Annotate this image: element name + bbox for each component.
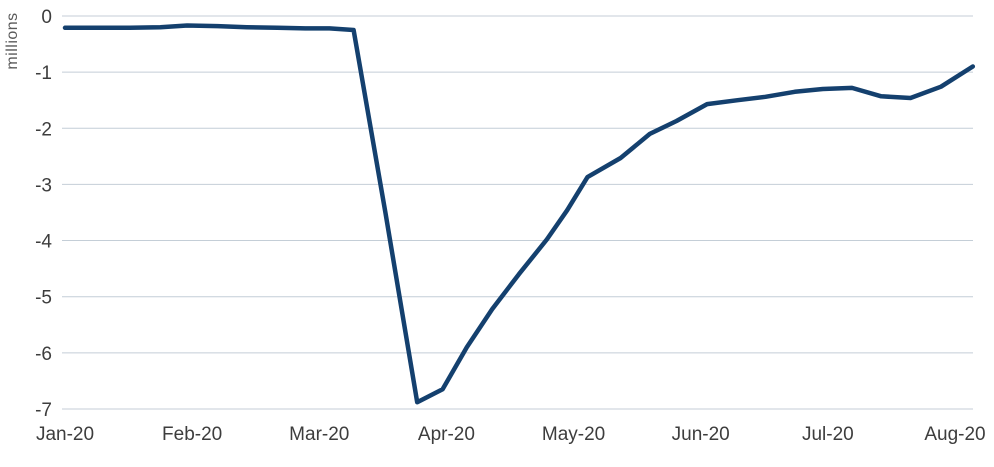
y-tick-label: -1: [35, 63, 52, 84]
x-tick-label: Jul-20: [802, 424, 854, 445]
y-tick-label: -3: [35, 175, 52, 196]
x-tick-label: Mar-20: [289, 424, 349, 445]
y-axis-title: millions: [4, 12, 21, 69]
y-tick-label: -2: [35, 119, 52, 140]
y-tick-label: -5: [35, 288, 52, 309]
y-tick-label: -6: [35, 344, 52, 365]
x-tick-label: Jun-20: [672, 424, 730, 445]
x-axis-tick-labels: Jan-20 Feb-20 Mar-20 Apr-20 May-20 Jun-2…: [36, 424, 986, 445]
y-tick-label: 0: [41, 7, 52, 28]
series-line: [62, 23, 976, 405]
x-tick-label: Apr-20: [418, 424, 475, 445]
x-tick-label: Aug-20: [924, 424, 985, 445]
gridlines: [62, 15, 973, 410]
x-tick-label: Feb-20: [162, 424, 222, 445]
y-tick-label: -7: [35, 400, 52, 421]
x-tick-label: May-20: [542, 424, 605, 445]
x-tick-label: Jan-20: [36, 424, 94, 445]
y-axis-tick-labels: 0 -1 -2 -3 -4 -5 -6 -7: [35, 7, 52, 421]
y-tick-label: -4: [35, 232, 52, 253]
